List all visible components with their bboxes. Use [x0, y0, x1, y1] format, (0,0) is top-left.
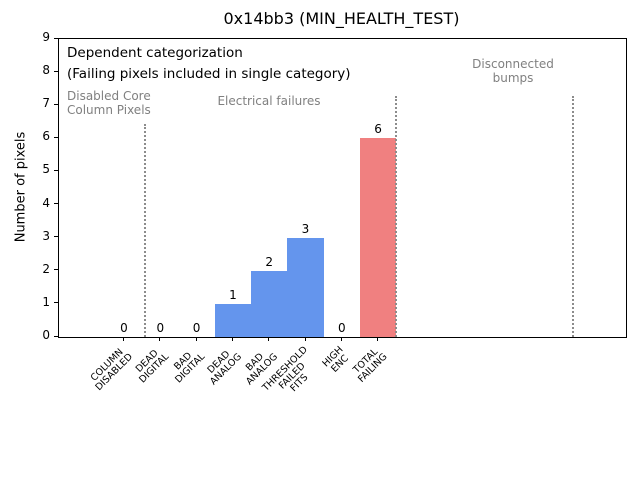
y-axis-tick-label: 0: [42, 328, 50, 342]
group-label-line: Disabled Core: [67, 89, 151, 103]
y-axis-tick: [54, 136, 58, 138]
y-axis-tick-label: 6: [42, 129, 50, 144]
dependent-note-line: Dependent categorization: [67, 45, 243, 61]
y-axis-tick-label: 9: [42, 30, 50, 44]
x-axis-tick: [268, 337, 270, 341]
x-axis-tick: [159, 337, 161, 341]
y-axis-tick: [54, 302, 58, 304]
y-axis-tick: [54, 269, 58, 271]
group-label-line: Column Pixels: [67, 103, 151, 117]
bar-value-label: 0: [192, 321, 201, 335]
category-separator-line: [572, 96, 574, 337]
bar-value-label: 6: [374, 122, 382, 137]
bar: [214, 303, 252, 337]
x-axis-tick: [304, 337, 306, 341]
group-label-line: bumps: [492, 71, 534, 85]
x-axis-tick: [377, 337, 379, 341]
bar: [251, 270, 288, 337]
y-axis-tick: [54, 236, 58, 238]
y-axis-tick-label: 5: [42, 162, 50, 177]
group-label: Electrical failures: [217, 94, 320, 108]
bar: [287, 237, 324, 337]
y-axis-tick-label: 4: [42, 195, 50, 210]
x-axis-tick: [195, 337, 197, 341]
category-separator-line: [143, 124, 146, 337]
category-separator-line: [394, 96, 397, 337]
y-axis-tick-label: 1: [42, 294, 50, 309]
bar-value-label: 1: [229, 287, 237, 302]
dependent-note-line: (Failing pixels included in single categ…: [67, 66, 351, 82]
x-axis-tick: [123, 337, 124, 341]
x-axis-tick-label: DEAD ANALOG: [202, 345, 244, 388]
bar-value-label: 0: [156, 321, 165, 335]
plot-area: Dependent categorization (Failing pixels …: [58, 38, 627, 338]
group-label: Disabled Core Column Pixels: [67, 89, 151, 117]
bar-value-label: 0: [120, 321, 128, 335]
y-axis-tick-label: 7: [42, 96, 50, 111]
x-axis-tick-label: BAD DIGITAL: [167, 345, 208, 385]
x-axis-tick-label: COLUMN DISABLED: [87, 345, 135, 393]
y-axis-tick: [54, 37, 58, 39]
group-label-line: Electrical failures: [217, 94, 321, 108]
bar-value-label: 2: [265, 254, 274, 269]
bar-value-label: 0: [337, 321, 346, 335]
x-axis-tick: [340, 337, 342, 341]
group-label-line: Disconnected: [472, 57, 554, 71]
y-axis-tick-label: 3: [42, 228, 50, 243]
y-axis-label: Number of pixels: [13, 131, 29, 243]
bar-value-label: 3: [301, 221, 310, 236]
y-axis-tick: [54, 169, 58, 171]
y-axis-tick: [54, 203, 58, 205]
bar: [359, 138, 397, 337]
y-axis-tick: [54, 70, 58, 72]
x-axis-tick-label: TOTAL FAILING: [349, 345, 389, 385]
x-axis-tick-label: HIGH ENC: [321, 344, 353, 376]
group-label: Disconnected bumps: [472, 57, 554, 85]
y-axis-tick-label: 2: [42, 261, 50, 276]
y-axis-tick: [54, 103, 58, 105]
x-axis-tick-label: DEAD DIGITAL: [131, 345, 172, 386]
y-axis-tick: [54, 335, 58, 337]
x-axis-tick: [231, 337, 233, 341]
y-axis-tick-label: 8: [42, 63, 50, 78]
chart-title: 0x14bb3 (MIN_HEALTH_TEST): [223, 9, 460, 28]
